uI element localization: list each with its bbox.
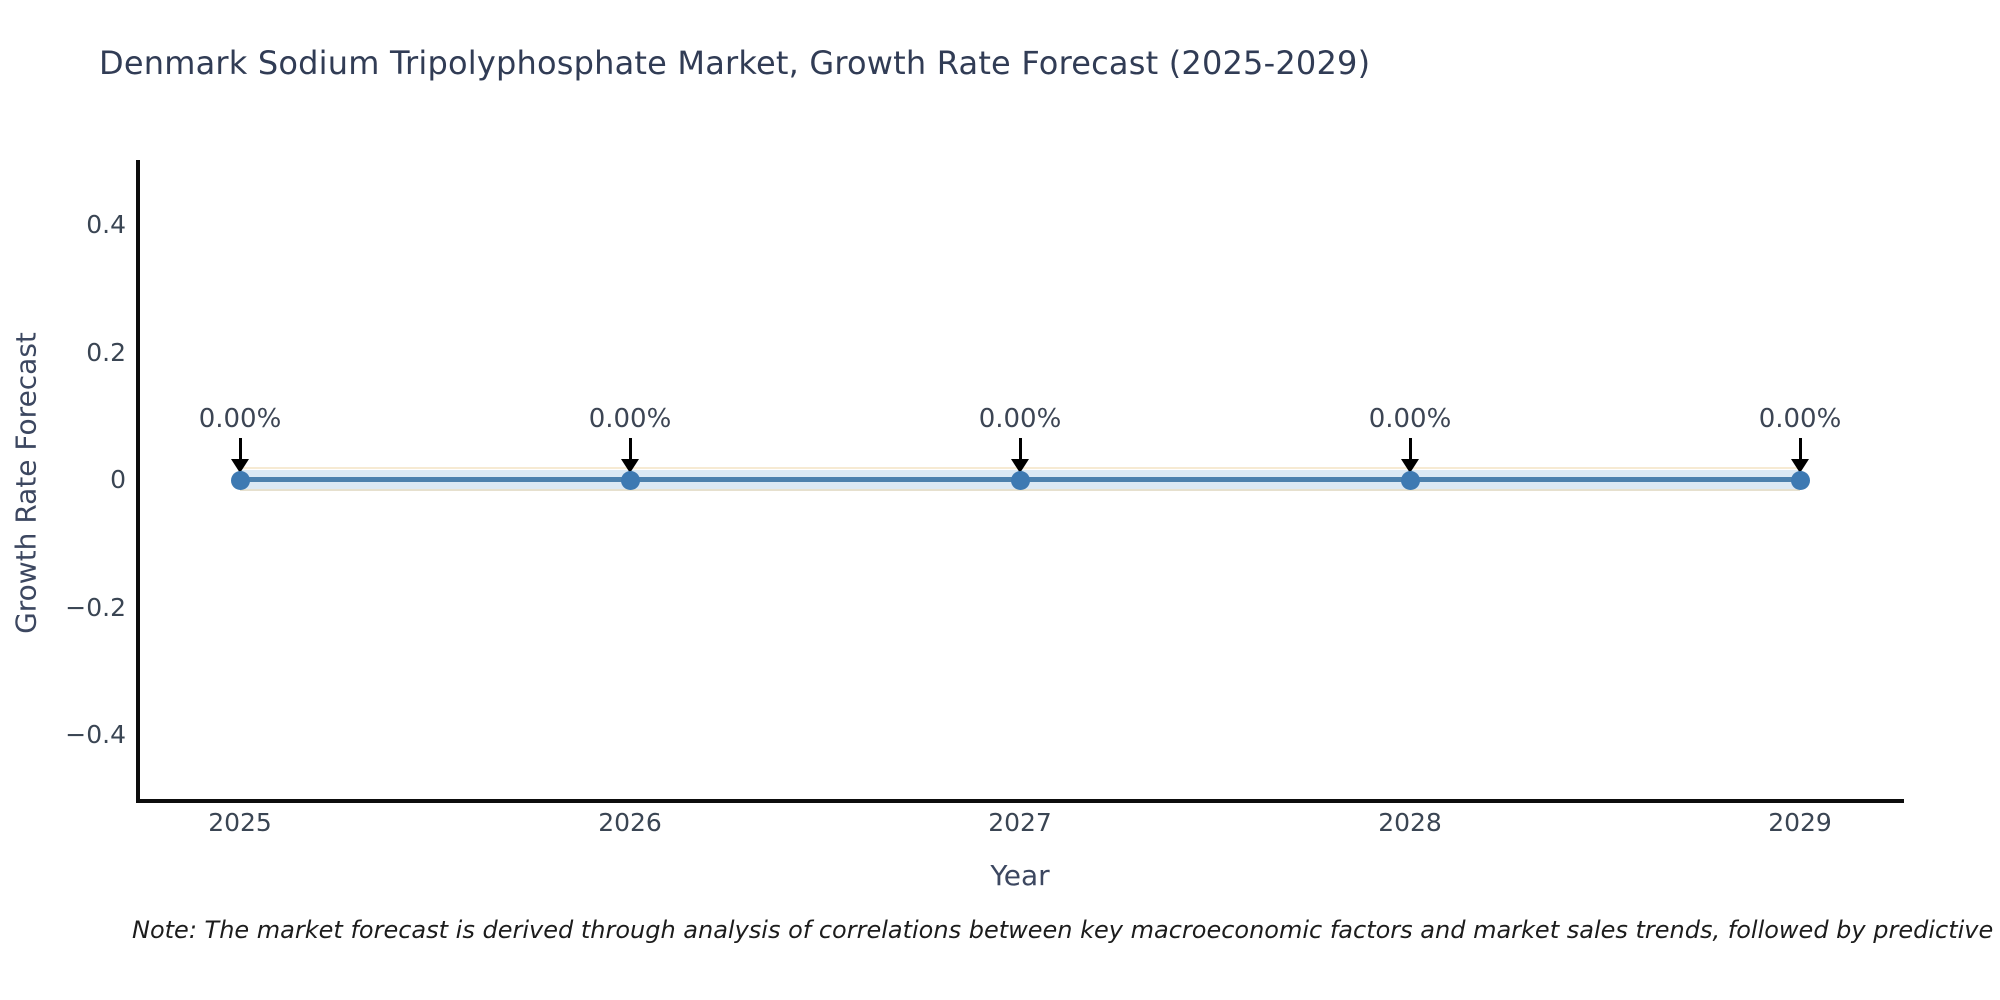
annotation-arrow-shaft	[238, 438, 242, 461]
x-tick-label: 2025	[208, 808, 272, 837]
annotation-arrow-head	[231, 459, 249, 473]
x-tick-label: 2026	[598, 808, 662, 837]
point-annotation-label: 0.00%	[198, 404, 282, 434]
band-lower-edge	[240, 489, 1800, 491]
point-annotation-label: 0.00%	[978, 404, 1062, 434]
point-annotation-label: 0.00%	[588, 404, 672, 434]
data-point-marker	[1790, 470, 1810, 490]
data-point-marker	[230, 470, 250, 490]
x-axis-title: Year	[990, 859, 1050, 892]
footnote: Note: The market forecast is derived thr…	[132, 916, 2000, 944]
point-annotation-label: 0.00%	[1758, 404, 1842, 434]
y-axis-line	[136, 160, 140, 803]
annotation-arrow-head	[1011, 459, 1029, 473]
annotation-arrow-shaft	[1798, 438, 1802, 461]
y-tick-label: 0	[110, 465, 126, 494]
data-point-marker	[1010, 470, 1030, 490]
x-tick-label: 2027	[988, 808, 1052, 837]
x-tick-label: 2029	[1768, 808, 1832, 837]
y-tick-label: −0.4	[65, 720, 126, 749]
annotation-arrow-head	[1791, 459, 1809, 473]
y-tick-label: 0.4	[86, 210, 126, 239]
x-axis-line	[136, 799, 1904, 803]
data-point-marker	[620, 470, 640, 490]
data-point-marker	[1400, 470, 1420, 490]
point-annotation-label: 0.00%	[1368, 404, 1452, 434]
annotation-arrow-shaft	[1018, 438, 1022, 461]
annotation-arrow-shaft	[628, 438, 632, 461]
chart-title: Denmark Sodium Tripolyphosphate Market, …	[99, 44, 1371, 82]
y-tick-label: −0.2	[65, 592, 126, 622]
annotation-arrow-head	[1401, 459, 1419, 473]
annotation-arrow-head	[621, 459, 639, 473]
annotation-arrow-shaft	[1408, 438, 1412, 461]
y-tick-label: 0.2	[86, 337, 126, 367]
x-tick-label: 2028	[1378, 808, 1442, 837]
